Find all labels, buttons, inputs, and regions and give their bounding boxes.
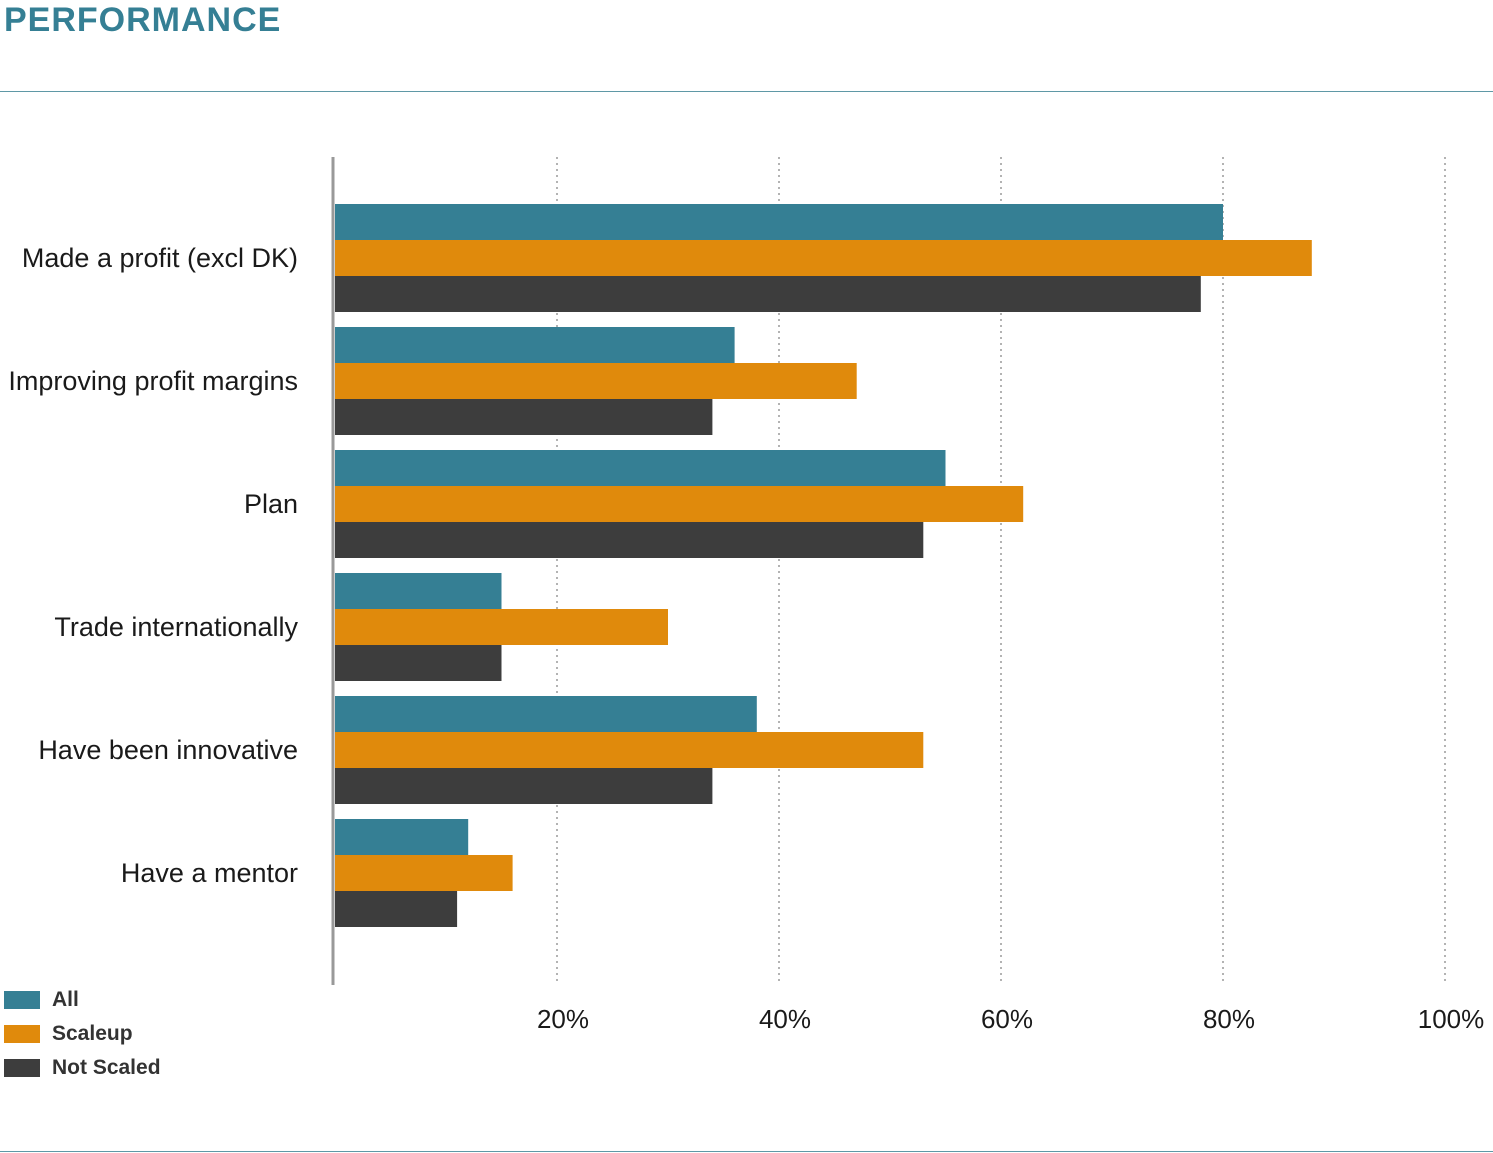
- bar-all-3: [335, 573, 502, 609]
- category-labels: Made a profit (excl DK) Improving profit …: [8, 243, 298, 888]
- bar-scaleup-5: [335, 855, 513, 891]
- bar-all-0: [335, 204, 1223, 240]
- legend-label-all: All: [52, 988, 79, 1011]
- bar-scaleup-0: [335, 240, 1312, 276]
- bar-scaleup-1: [335, 363, 857, 399]
- bar-not-scaled-2: [335, 522, 924, 558]
- bar-all-2: [335, 450, 946, 486]
- legend: All Scaleup Not Scaled: [4, 983, 161, 1085]
- page-title: PERFORMANCE: [4, 1, 282, 39]
- legend-item-scaleup: Scaleup: [4, 1017, 161, 1051]
- x-tick-label: 20%: [537, 1004, 589, 1034]
- bar-scaleup-4: [335, 732, 924, 768]
- category-label: Trade internationally: [54, 612, 298, 642]
- category-label: Plan: [244, 489, 298, 519]
- x-tick-label: 80%: [1203, 1004, 1255, 1034]
- legend-item-all: All: [4, 983, 161, 1017]
- bars: [335, 204, 1312, 927]
- bar-all-1: [335, 327, 735, 363]
- footer-divider: [0, 1151, 1493, 1152]
- header-divider: [0, 91, 1493, 92]
- bar-all-4: [335, 696, 757, 732]
- bar-not-scaled-4: [335, 768, 713, 804]
- legend-swatch-all: [4, 991, 40, 1009]
- category-label: Made a profit (excl DK): [22, 243, 298, 273]
- bar-scaleup-2: [335, 486, 1024, 522]
- legend-label-scaleup: Scaleup: [52, 1022, 133, 1045]
- x-tick-label: 100%: [1418, 1004, 1485, 1034]
- legend-item-not-scaled: Not Scaled: [4, 1051, 161, 1085]
- category-label: Improving profit margins: [8, 366, 298, 396]
- bar-all-5: [335, 819, 469, 855]
- bar-not-scaled-1: [335, 399, 713, 435]
- bar-not-scaled-3: [335, 645, 502, 681]
- legend-label-not-scaled: Not Scaled: [52, 1056, 161, 1079]
- category-label: Have been innovative: [38, 735, 298, 765]
- tick-labels: 20% 40% 60% 80% 100%: [537, 1004, 1484, 1034]
- bar-scaleup-3: [335, 609, 668, 645]
- bar-not-scaled-5: [335, 891, 458, 927]
- legend-swatch-not-scaled: [4, 1059, 40, 1077]
- legend-swatch-scaleup: [4, 1025, 40, 1043]
- x-tick-label: 40%: [759, 1004, 811, 1034]
- x-tick-label: 60%: [981, 1004, 1033, 1034]
- bar-not-scaled-0: [335, 276, 1201, 312]
- category-label: Have a mentor: [121, 858, 298, 888]
